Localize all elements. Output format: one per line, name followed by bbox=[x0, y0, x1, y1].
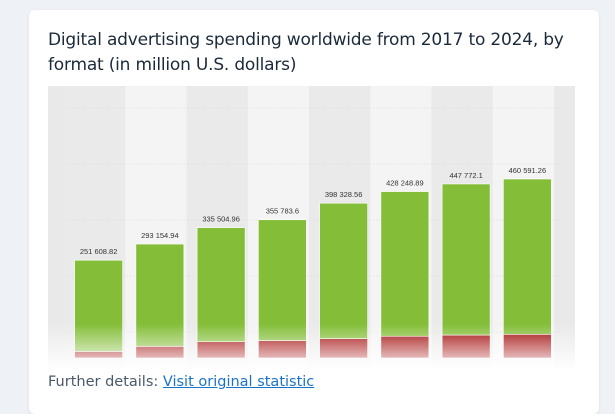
bar-segment[interactable] bbox=[380, 191, 430, 337]
data-label: 447 772.1 bbox=[449, 171, 482, 180]
data-label: 251 608.82 bbox=[80, 247, 118, 256]
data-label: 428 248.89 bbox=[386, 179, 424, 188]
bar-segment[interactable] bbox=[503, 178, 552, 335]
data-label: 293 154.94 bbox=[141, 231, 179, 240]
data-label: 398 328.56 bbox=[325, 190, 363, 199]
bar-segment[interactable] bbox=[319, 202, 368, 339]
bar-segment[interactable] bbox=[196, 227, 246, 342]
visit-statistic-link[interactable]: Visit original statistic bbox=[162, 374, 315, 390]
chart-area: 251 608.82 293 154.94 335 504.96 355 783.6 3… bbox=[48, 86, 575, 369]
footer-details: Further details: Visit original statisti… bbox=[48, 374, 314, 390]
data-label: 335 504.96 bbox=[202, 215, 240, 224]
stacked-bar-chart: 251 608.82 293 154.94 335 504.96 355 783.6 3… bbox=[48, 86, 575, 369]
data-label: 355 783.6 bbox=[266, 207, 299, 216]
chart-title: Digital advertising spending worldwide f… bbox=[48, 30, 564, 75]
bar-segment[interactable] bbox=[258, 219, 307, 341]
footer-prefix: Further details: bbox=[48, 374, 159, 390]
statistic-card: Digital advertising spending worldwide f… bbox=[29, 10, 599, 414]
bar-segment[interactable] bbox=[441, 183, 491, 336]
data-label: 460 591.26 bbox=[509, 166, 547, 175]
